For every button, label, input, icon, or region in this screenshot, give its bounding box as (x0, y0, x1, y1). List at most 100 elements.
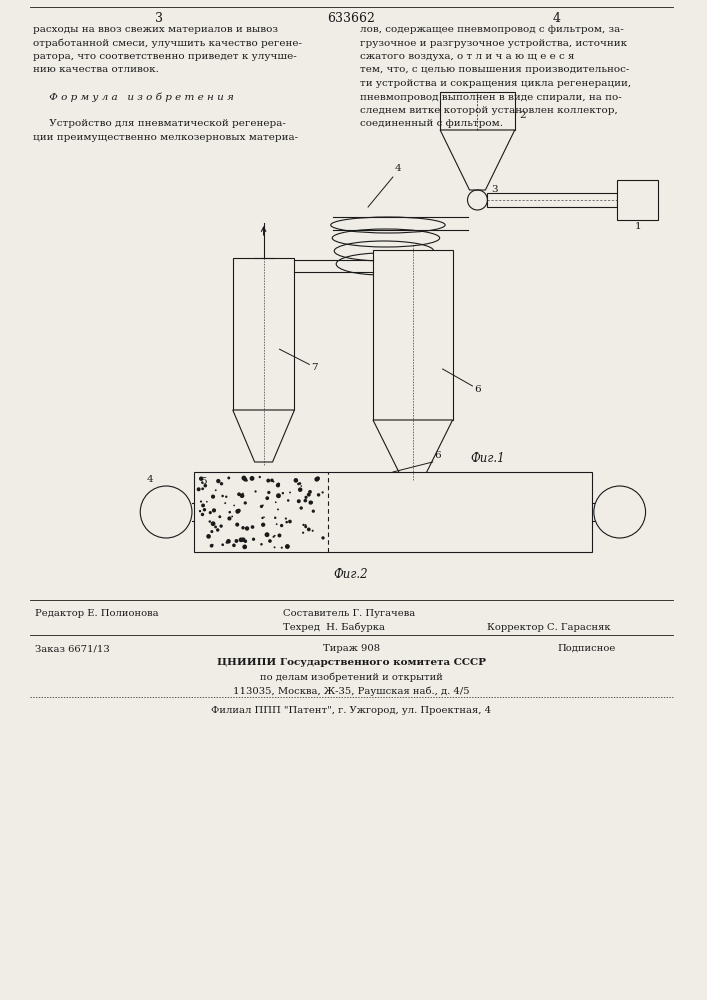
Circle shape (200, 500, 202, 503)
Circle shape (244, 539, 247, 543)
Text: 3: 3 (491, 185, 498, 194)
Circle shape (224, 502, 226, 504)
Circle shape (197, 487, 201, 491)
Circle shape (308, 500, 312, 505)
Text: Ф о р м у л а   и з о б р е т е н и я: Ф о р м у л а и з о б р е т е н и я (33, 93, 234, 102)
Circle shape (305, 524, 307, 526)
Text: Корректор С. Гарасняк: Корректор С. Гарасняк (487, 623, 611, 632)
Circle shape (221, 495, 224, 497)
Circle shape (298, 487, 303, 492)
Text: грузочное и разгрузочное устройства, источник: грузочное и разгрузочное устройства, ист… (360, 38, 627, 47)
Circle shape (211, 521, 216, 526)
Circle shape (286, 521, 288, 523)
Text: нию качества отливок.: нию качества отливок. (33, 66, 158, 75)
Circle shape (285, 517, 287, 520)
Polygon shape (233, 410, 294, 462)
Circle shape (242, 493, 244, 494)
Text: по делам изобретений и открытий: по делам изобретений и открытий (259, 672, 443, 682)
Circle shape (310, 501, 313, 504)
Circle shape (262, 504, 264, 506)
Circle shape (216, 479, 221, 483)
Circle shape (245, 526, 250, 531)
Circle shape (235, 539, 238, 543)
Circle shape (246, 480, 248, 482)
Circle shape (280, 524, 284, 527)
Circle shape (237, 492, 241, 496)
Text: Тираж 908: Тираж 908 (322, 644, 380, 653)
Circle shape (277, 533, 281, 537)
Text: Редактор Е. Полионова: Редактор Е. Полионова (35, 609, 158, 618)
Circle shape (251, 525, 255, 529)
Circle shape (322, 491, 324, 494)
Circle shape (298, 482, 301, 485)
Circle shape (201, 504, 205, 507)
Circle shape (261, 523, 265, 527)
Circle shape (277, 508, 279, 510)
Circle shape (289, 492, 291, 493)
Circle shape (300, 506, 303, 510)
Circle shape (264, 532, 269, 537)
Circle shape (303, 499, 307, 502)
Text: 6: 6 (435, 451, 441, 460)
Circle shape (215, 489, 216, 491)
Bar (440, 92, 515, 130)
Text: соединенный с фильтром.: соединенный с фильтром. (360, 119, 503, 128)
Polygon shape (373, 420, 452, 480)
Circle shape (209, 520, 211, 523)
Circle shape (287, 499, 289, 502)
Circle shape (297, 483, 300, 485)
Circle shape (232, 544, 235, 547)
Circle shape (219, 524, 223, 528)
Text: ЦНИИПИ Государственного комитета СССР: ЦНИИПИ Государственного комитета СССР (216, 658, 486, 667)
Circle shape (235, 523, 239, 527)
Text: ти устройства и сокращения цикла регенерации,: ти устройства и сокращения цикла регенер… (360, 79, 631, 88)
Circle shape (240, 493, 245, 498)
Circle shape (305, 499, 308, 502)
Text: 6: 6 (474, 385, 481, 394)
Bar (617, 180, 658, 220)
Text: лов, содержащее пневмопровод с фильтром, за-: лов, содержащее пневмопровод с фильтром,… (360, 25, 624, 34)
Circle shape (242, 476, 246, 480)
Circle shape (211, 495, 215, 499)
Circle shape (231, 515, 233, 517)
Circle shape (315, 477, 319, 482)
Circle shape (288, 520, 292, 523)
Circle shape (237, 509, 241, 513)
Circle shape (304, 525, 307, 528)
Bar (373, 250, 452, 420)
Polygon shape (440, 130, 515, 190)
Circle shape (281, 547, 283, 549)
Text: расходы на ввоз свежих материалов и вывоз: расходы на ввоз свежих материалов и выво… (33, 25, 278, 34)
Circle shape (262, 517, 264, 519)
Circle shape (225, 496, 228, 498)
Circle shape (272, 536, 274, 538)
Circle shape (312, 510, 315, 513)
Text: 3: 3 (155, 12, 163, 25)
Circle shape (204, 484, 207, 487)
Circle shape (201, 513, 204, 516)
Text: сжатого воздуха, о т л и ч а ю щ е е с я: сжатого воздуха, о т л и ч а ю щ е е с я (360, 52, 575, 61)
Circle shape (228, 511, 231, 514)
Text: ции преимущественно мелкозерновых материа-: ции преимущественно мелкозерновых матери… (33, 133, 298, 142)
Circle shape (210, 530, 214, 533)
Text: 113035, Москва, Ж-35, Раушская наб., д. 4/5: 113035, Москва, Ж-35, Раушская наб., д. … (233, 686, 469, 696)
Circle shape (272, 481, 274, 483)
Circle shape (305, 496, 308, 499)
Circle shape (239, 537, 243, 542)
Circle shape (199, 510, 201, 512)
Text: Подписное: Подписное (557, 644, 615, 653)
Circle shape (206, 501, 208, 503)
Circle shape (203, 508, 206, 511)
Circle shape (281, 492, 284, 494)
Circle shape (244, 501, 247, 505)
Circle shape (260, 543, 263, 546)
Circle shape (218, 515, 221, 518)
Circle shape (307, 493, 311, 497)
Circle shape (274, 546, 276, 548)
Bar (487, 193, 617, 207)
Circle shape (212, 508, 216, 513)
Circle shape (265, 496, 269, 500)
Text: Фиг.2: Фиг.2 (334, 568, 368, 581)
Text: 4: 4 (146, 475, 153, 484)
Circle shape (317, 493, 320, 497)
